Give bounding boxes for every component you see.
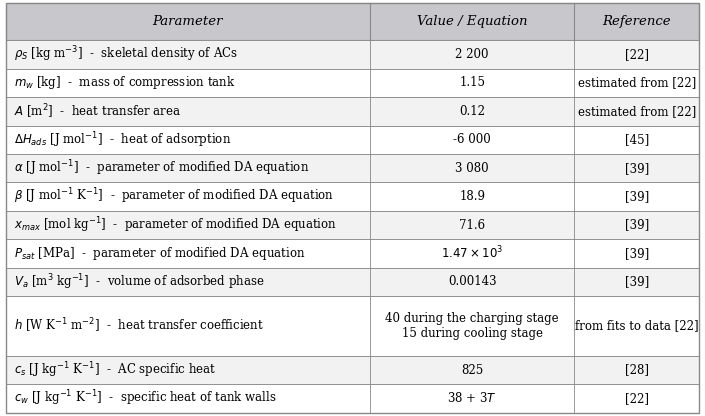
Bar bbox=[6, 296, 699, 356]
Text: [39]: [39] bbox=[625, 275, 649, 288]
Text: 0.12: 0.12 bbox=[459, 105, 485, 118]
Text: [39]: [39] bbox=[625, 190, 649, 203]
Text: [39]: [39] bbox=[625, 218, 649, 232]
Text: [45]: [45] bbox=[625, 133, 649, 146]
Bar bbox=[6, 356, 699, 384]
Text: $\alpha$ [J mol$^{-1}$]  -  parameter of modified DA equation: $\alpha$ [J mol$^{-1}$] - parameter of m… bbox=[14, 158, 309, 178]
Text: from fits to data [22]: from fits to data [22] bbox=[575, 319, 699, 332]
Text: 40 during the charging stage
15 during cooling stage: 40 during the charging stage 15 during c… bbox=[386, 312, 559, 340]
Bar bbox=[6, 69, 699, 97]
Text: [22]: [22] bbox=[625, 48, 649, 61]
Bar bbox=[6, 97, 699, 126]
Bar bbox=[6, 211, 699, 239]
Text: $c_s$ [J kg$^{-1}$ K$^{-1}$]  -  AC specific heat: $c_s$ [J kg$^{-1}$ K$^{-1}$] - AC specif… bbox=[14, 360, 216, 380]
Text: 38 + 3$T$: 38 + 3$T$ bbox=[448, 391, 497, 406]
Text: [22]: [22] bbox=[625, 392, 649, 405]
Bar bbox=[6, 40, 699, 69]
Text: estimated from [22]: estimated from [22] bbox=[578, 77, 696, 89]
Text: Reference: Reference bbox=[603, 15, 671, 28]
Bar bbox=[6, 3, 699, 40]
Text: $1.47 \times 10^3$: $1.47 \times 10^3$ bbox=[441, 245, 503, 262]
Text: $\rho_S$ [kg m$^{-3}$]  -  skeletal density of ACs: $\rho_S$ [kg m$^{-3}$] - skeletal densit… bbox=[14, 45, 238, 64]
Text: $m_w$ [kg]  -  mass of compression tank: $m_w$ [kg] - mass of compression tank bbox=[14, 74, 235, 92]
Text: $V_a$ [m$^{3}$ kg$^{-1}$]  -  volume of adsorbed phase: $V_a$ [m$^{3}$ kg$^{-1}$] - volume of ad… bbox=[14, 272, 264, 292]
Text: $h$ [W K$^{-1}$ m$^{-2}$]  -  heat transfer coefficient: $h$ [W K$^{-1}$ m$^{-2}$] - heat transfe… bbox=[14, 317, 264, 335]
Text: 825: 825 bbox=[461, 364, 484, 376]
Text: $\Delta H_{ads}$ [J mol$^{-1}$]  -  heat of adsorption: $\Delta H_{ads}$ [J mol$^{-1}$] - heat o… bbox=[14, 130, 231, 150]
Text: estimated from [22]: estimated from [22] bbox=[578, 105, 696, 118]
Text: $P_{sat}$ [MPa]  -  parameter of modified DA equation: $P_{sat}$ [MPa] - parameter of modified … bbox=[14, 245, 305, 262]
Text: 3 080: 3 080 bbox=[455, 162, 489, 175]
Text: 1.15: 1.15 bbox=[459, 77, 485, 89]
Text: [28]: [28] bbox=[625, 364, 649, 376]
Text: 18.9: 18.9 bbox=[459, 190, 485, 203]
Bar bbox=[6, 268, 699, 296]
Text: [39]: [39] bbox=[625, 162, 649, 175]
Text: $x_{max}$ [mol kg$^{-1}$]  -  parameter of modified DA equation: $x_{max}$ [mol kg$^{-1}$] - parameter of… bbox=[14, 215, 337, 235]
Bar bbox=[6, 239, 699, 268]
Text: Value / Equation: Value / Equation bbox=[417, 15, 527, 28]
Bar bbox=[6, 384, 699, 413]
Bar bbox=[6, 183, 699, 211]
Text: Parameter: Parameter bbox=[152, 15, 223, 28]
Text: [39]: [39] bbox=[625, 247, 649, 260]
Text: 0.00143: 0.00143 bbox=[448, 275, 496, 288]
Bar bbox=[6, 154, 699, 183]
Text: $A$ [m$^{2}$]  -  heat transfer area: $A$ [m$^{2}$] - heat transfer area bbox=[14, 102, 181, 121]
Text: -6 000: -6 000 bbox=[453, 133, 491, 146]
Bar bbox=[6, 126, 699, 154]
Text: 71.6: 71.6 bbox=[459, 218, 485, 232]
Text: $\beta$ [J mol$^{-1}$ K$^{-1}$]  -  parameter of modified DA equation: $\beta$ [J mol$^{-1}$ K$^{-1}$] - parame… bbox=[14, 187, 334, 206]
Text: 2 200: 2 200 bbox=[455, 48, 489, 61]
Text: $c_w$ [J kg$^{-1}$ K$^{-1}$]  -  specific heat of tank walls: $c_w$ [J kg$^{-1}$ K$^{-1}$] - specific … bbox=[14, 389, 277, 408]
